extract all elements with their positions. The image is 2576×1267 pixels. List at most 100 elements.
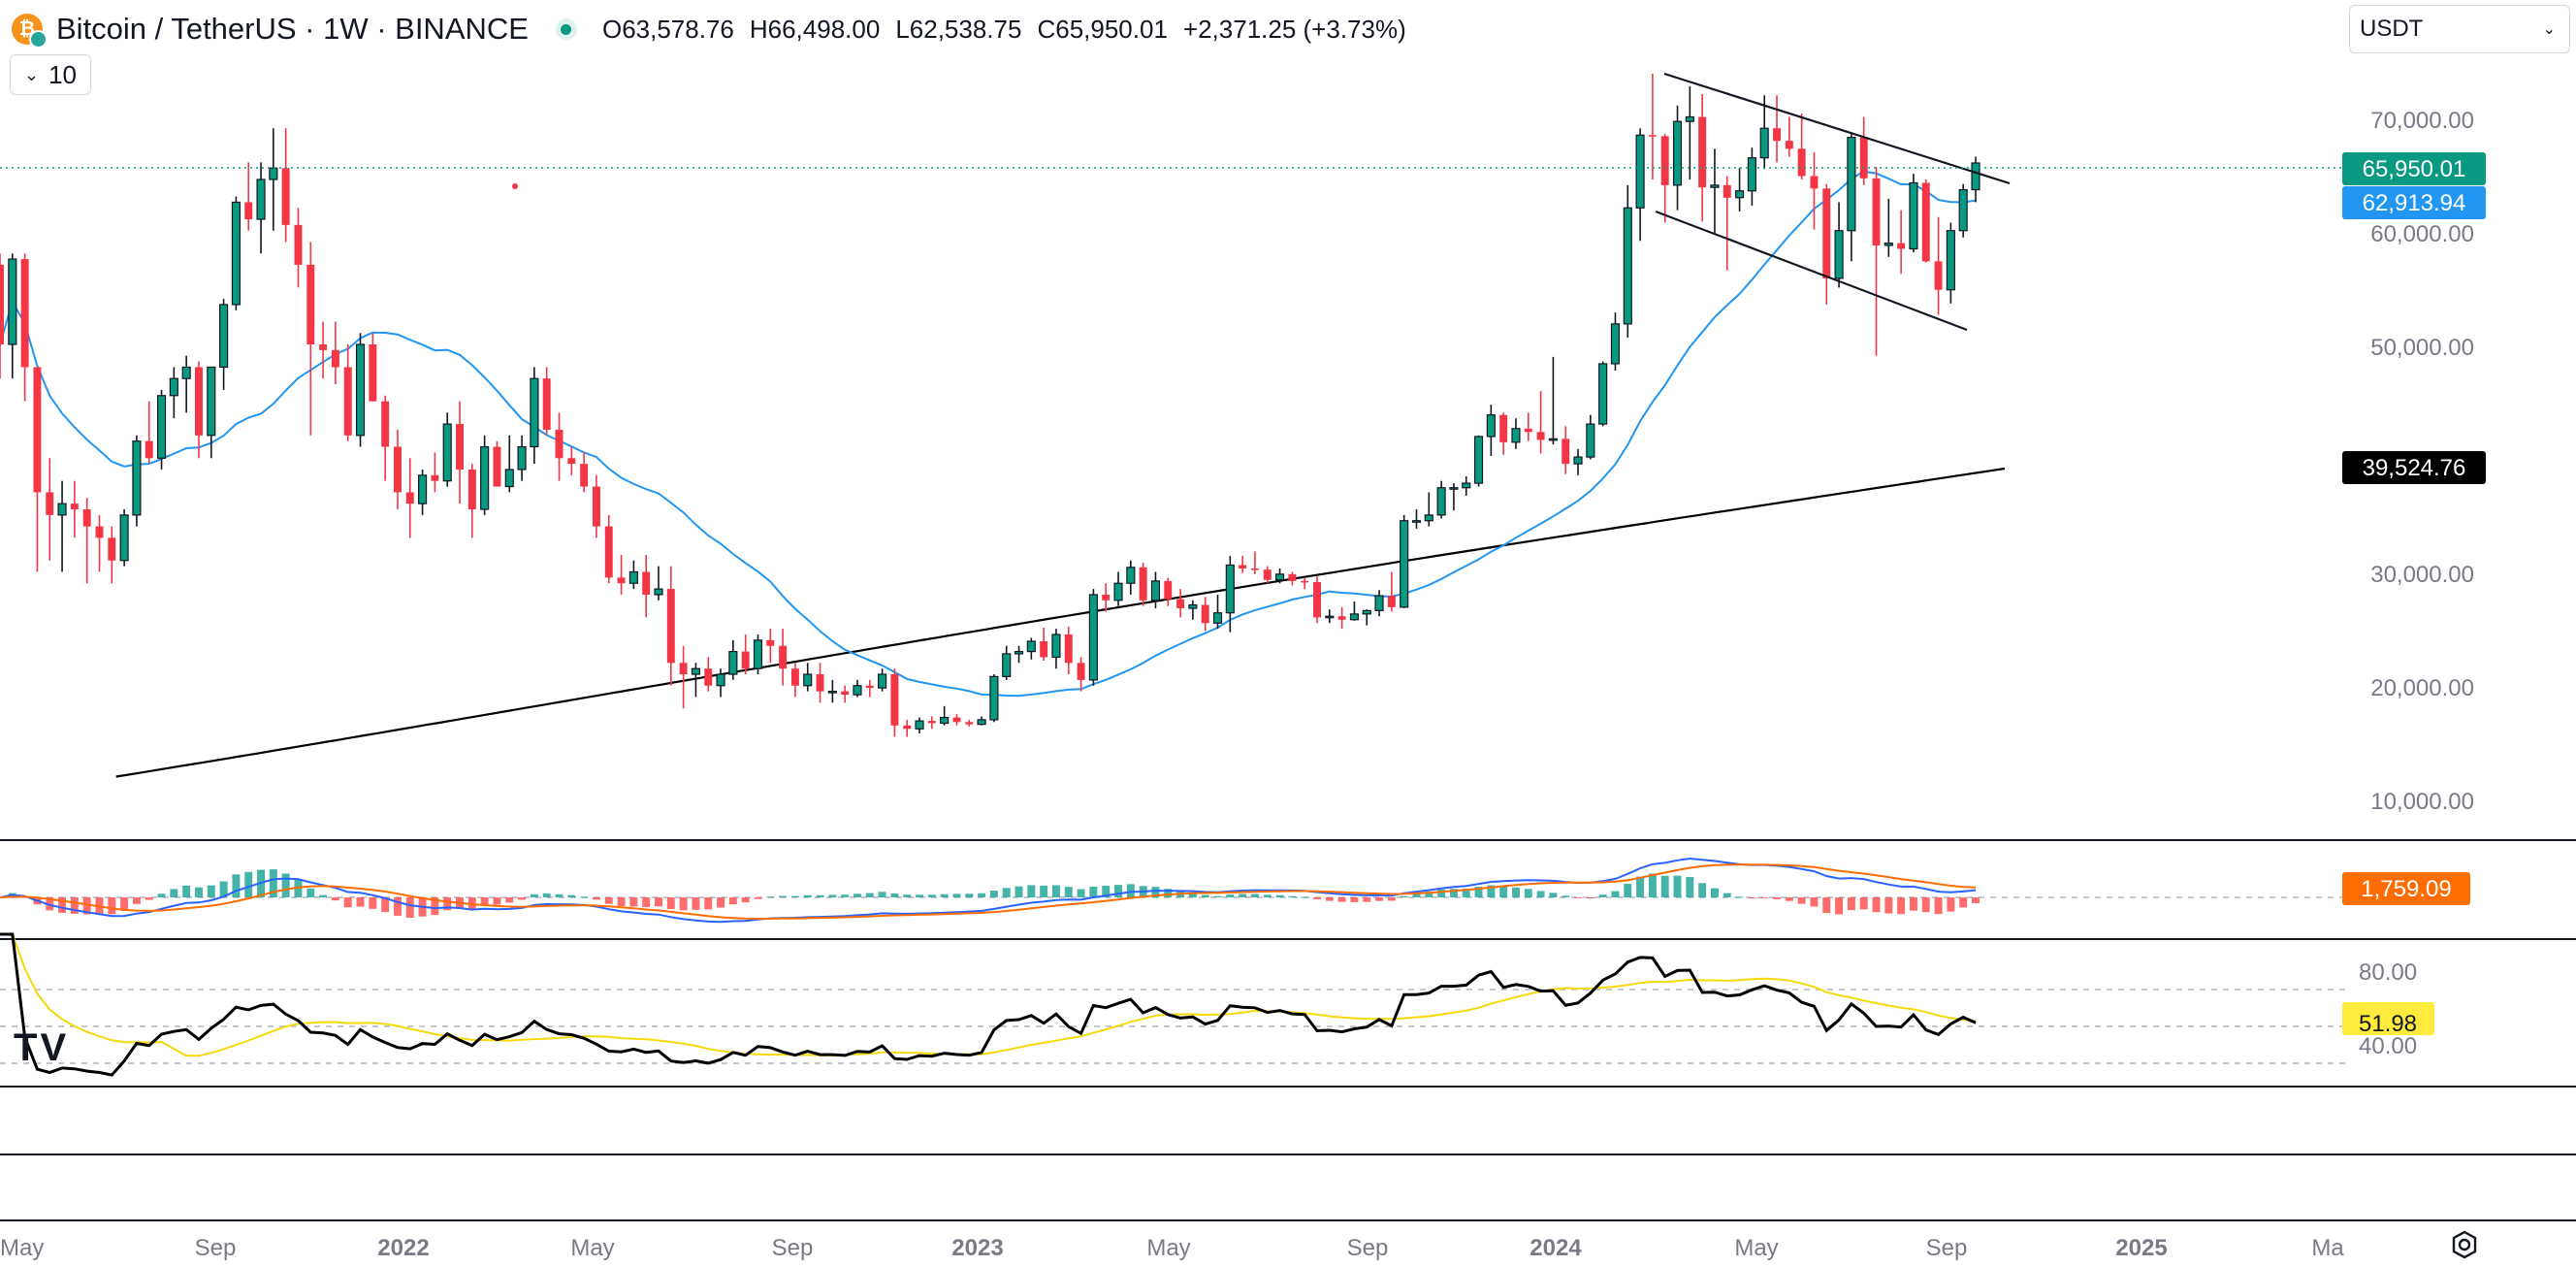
candle [306, 242, 315, 436]
candle [940, 705, 950, 726]
macd-histogram-bar [1487, 885, 1496, 897]
macd-histogram-bar [1313, 897, 1321, 900]
candle [1102, 583, 1111, 612]
candle [816, 663, 824, 703]
rsi-badge-text: 51.98 [2359, 1011, 2417, 1037]
candle-body [1747, 157, 1756, 192]
macd-histogram-bar [1797, 897, 1806, 904]
macd-histogram-bar [1897, 897, 1906, 915]
candle-body [381, 401, 390, 447]
price-tick: 20,000.00 [2370, 675, 2474, 701]
candle [1847, 134, 1856, 262]
macd-histogram-bar [530, 893, 538, 897]
time-axis[interactable]: May Sep 2022 May Sep 2023 May Sep 2024 May Sep 2025… [0, 1235, 2344, 1261]
candle-body [790, 668, 799, 686]
candle-body [1698, 116, 1707, 188]
candle [108, 526, 116, 584]
candle [878, 668, 887, 692]
candle [369, 333, 377, 402]
sma200-line [115, 467, 2006, 778]
candle-body [1387, 596, 1396, 607]
candle [0, 253, 4, 379]
macd-histogram-bar [1425, 892, 1433, 897]
macd-histogram-bar [803, 894, 812, 897]
candle-body [816, 674, 824, 692]
candle [1337, 606, 1346, 630]
macd-histogram-bar [766, 896, 775, 898]
candle-body [132, 440, 142, 516]
rsi-tick: 40.00 [2359, 1033, 2417, 1059]
candle [231, 196, 241, 310]
candle-body [1139, 567, 1147, 601]
candle [418, 469, 428, 515]
candle-body [1610, 323, 1621, 365]
candle [119, 509, 129, 567]
candle [1212, 594, 1223, 630]
macd-histogram-bar [1934, 897, 1943, 915]
candle [890, 668, 899, 737]
candle [1301, 577, 1309, 590]
candle [1660, 134, 1669, 223]
macd-pane [0, 857, 2347, 924]
settings-icon[interactable] [2450, 1230, 2479, 1259]
candle-body [1225, 564, 1235, 614]
candle-body [1710, 184, 1720, 188]
candle-body [1785, 141, 1793, 149]
macd-histogram-bar [853, 893, 861, 897]
candle-body [207, 366, 216, 437]
candle [965, 719, 974, 727]
macd-histogram-bar [1859, 897, 1868, 910]
tradingview-logo[interactable]: T V [14, 1026, 66, 1069]
currency-select[interactable]: USDT ⌄ [2349, 5, 2570, 53]
ohlc-open: O63,578.76 [601, 14, 734, 44]
macd-histogram-bar [58, 897, 67, 913]
macd-histogram-bar [717, 897, 725, 908]
macd-histogram-bar [1437, 889, 1446, 897]
macd-histogram-bar [555, 893, 564, 897]
macd-histogram-bar [841, 894, 850, 897]
macd-histogram-bar [1698, 883, 1707, 897]
indicators-toggle-button[interactable]: ⌄ 10 [10, 54, 92, 95]
candle [1263, 566, 1272, 584]
candle [927, 716, 936, 730]
candle-body [1723, 184, 1731, 198]
candle [1014, 645, 1024, 664]
macd-histogram-bar [1151, 887, 1160, 897]
candle-body [679, 663, 688, 675]
candle [580, 452, 589, 493]
symbol-title[interactable]: Bitcoin / TetherUS · 1W · BINANCE [56, 12, 529, 46]
candle-body [181, 366, 191, 379]
candle-body [1313, 582, 1321, 618]
candle [592, 474, 600, 538]
macd-histogram-bar [1636, 876, 1645, 897]
macd-histogram-bar [1027, 885, 1036, 897]
candle-body [480, 445, 490, 510]
price-tick: 70,000.00 [2370, 108, 2474, 134]
macd-histogram-bar [46, 897, 54, 911]
candle-body [1486, 414, 1496, 438]
candle [1188, 600, 1198, 620]
market-status-icon[interactable] [555, 18, 577, 40]
candle-body [654, 588, 663, 596]
macd-histogram-bar [927, 894, 936, 897]
candle [1834, 202, 1844, 288]
candle [853, 679, 862, 698]
macd-histogram-bar [666, 897, 675, 909]
macd-histogram-bar [1213, 895, 1222, 897]
channel-trendlines[interactable] [1655, 72, 2011, 332]
candle [1239, 556, 1247, 573]
macd-histogram-bar [1201, 894, 1209, 897]
macd-histogram-bar [1735, 896, 1744, 898]
candle-body [1424, 514, 1433, 522]
macd-histogram-bar [642, 897, 651, 907]
candle-body [8, 258, 17, 345]
macd-histogram-bar [1785, 897, 1793, 901]
candle [456, 401, 464, 504]
macd-histogram-bar [108, 897, 116, 915]
candle-body [704, 668, 713, 686]
macd-histogram-bar [1126, 884, 1135, 897]
candle [1362, 609, 1371, 626]
price-axis[interactable]: 70,000.00 60,000.00 50,000.00 30,000.00 … [2370, 108, 2474, 815]
candle-body [231, 201, 241, 306]
